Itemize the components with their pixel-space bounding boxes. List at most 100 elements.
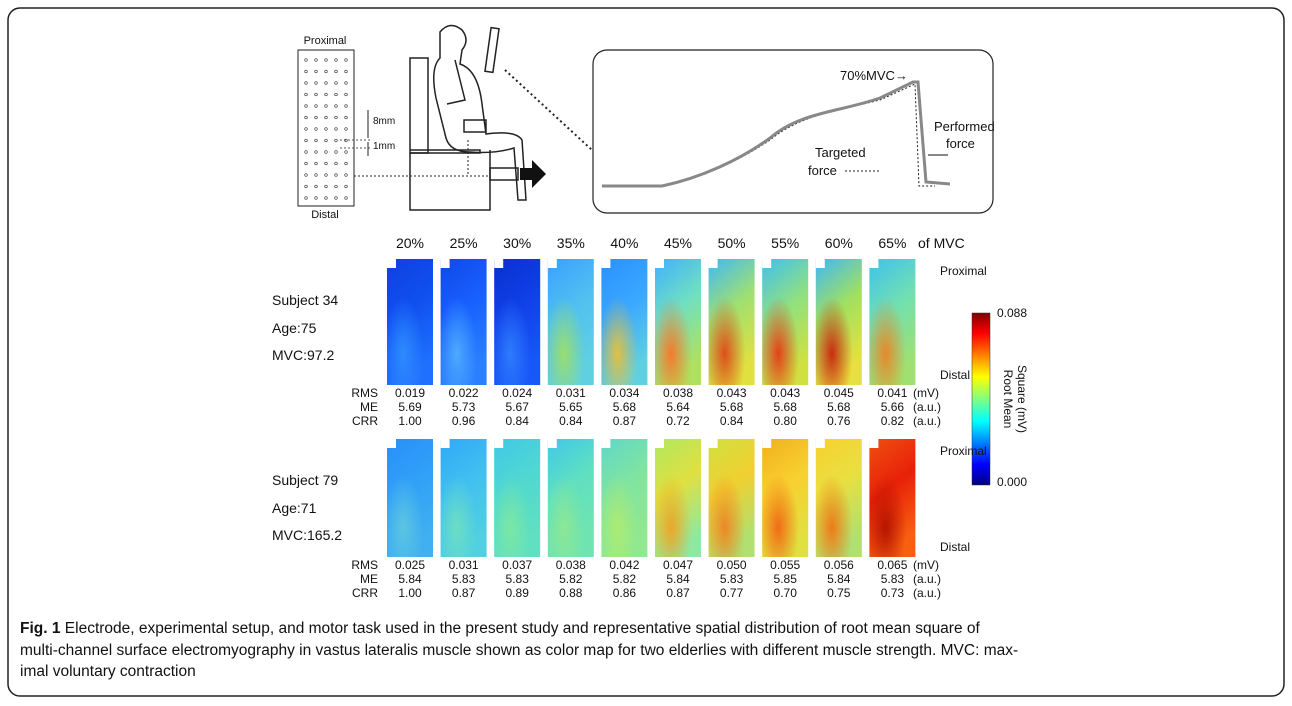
metric-value: 5.83 <box>506 572 530 586</box>
electrode-dot <box>324 138 328 143</box>
heatmap-hotspot <box>869 259 916 385</box>
proximal-label: Proximal <box>940 264 987 278</box>
electrode-dot <box>324 173 328 177</box>
electrode-dot <box>304 138 308 143</box>
electrode-dot <box>344 184 348 189</box>
metric-value: 0.056 <box>824 558 854 572</box>
metric-value: 5.83 <box>452 572 476 586</box>
heatmap-notch <box>655 439 664 448</box>
colorbar <box>971 312 991 486</box>
electrode-dot <box>344 115 348 120</box>
columns-suffix: of MVC <box>918 235 965 251</box>
electrode-dot <box>314 196 318 200</box>
electrode-dot <box>314 92 318 97</box>
heatmap-hotspot <box>708 439 755 557</box>
column-header: 65% <box>878 235 906 251</box>
colorbar-title: Square (mV) <box>1015 365 1029 433</box>
electrode-dot <box>304 81 308 85</box>
metric-value: 5.84 <box>666 572 690 586</box>
electrode-dot <box>314 138 318 143</box>
heatmap-hotspot <box>815 439 862 557</box>
metric-value: 0.80 <box>774 414 798 428</box>
heatmap-hotspot <box>547 439 594 557</box>
metric-value: 5.67 <box>506 400 530 414</box>
metric-unit: (mV) <box>913 386 939 400</box>
electrode-dot <box>334 138 338 143</box>
electrode-dot <box>344 161 348 166</box>
subject-mvc: MVC:97.2 <box>272 347 334 363</box>
electrode-dot <box>344 81 348 85</box>
electrode-dot <box>334 150 338 154</box>
metric-value: 5.73 <box>452 400 476 414</box>
metric-label: RMS <box>351 558 378 572</box>
spacing-label: 8mm <box>373 116 395 127</box>
electrode-dot <box>324 196 328 200</box>
heatmap-hotspot <box>601 259 648 385</box>
subject-age: Age:75 <box>272 320 317 336</box>
metric-value: 0.031 <box>449 558 479 572</box>
metric-unit: (a.u.) <box>913 572 941 586</box>
electrode-dot <box>314 69 318 74</box>
metric-value: 0.72 <box>666 414 690 428</box>
column-header: 60% <box>825 235 853 251</box>
electrode-dot <box>304 115 308 120</box>
subject-name: Subject 79 <box>272 472 338 488</box>
electrode-dot <box>334 196 338 200</box>
electrode-dot <box>314 58 318 62</box>
subject-age: Age:71 <box>272 500 317 516</box>
heatmap-hotspot <box>655 439 701 557</box>
metric-value: 0.88 <box>559 586 583 600</box>
electrode-dot <box>314 150 318 154</box>
metric-value: 0.043 <box>717 386 747 400</box>
metric-unit: (a.u.) <box>913 400 941 414</box>
metric-value: 0.86 <box>613 586 637 600</box>
metric-unit: (a.u.) <box>913 414 941 428</box>
metric-value: 0.065 <box>877 558 907 572</box>
performed-label: force <box>946 136 975 151</box>
metric-value: 0.89 <box>506 586 530 600</box>
heatmap-notch <box>815 439 825 448</box>
metric-value: 0.87 <box>666 586 690 600</box>
electrode-dot <box>334 173 338 177</box>
caption-line: Electrode, experimental setup, and motor… <box>64 620 980 637</box>
setup-illustration <box>409 24 527 211</box>
metric-value: 5.64 <box>666 400 690 414</box>
metric-value: 5.68 <box>720 400 744 414</box>
caption-line: imal voluntary contraction <box>20 663 196 680</box>
metric-value: 0.031 <box>556 386 586 400</box>
heatmap-notch <box>440 259 450 268</box>
electrode-dot <box>324 81 328 85</box>
electrode-dot <box>324 150 328 154</box>
metric-label: CRR <box>352 414 378 428</box>
electrode-dot <box>314 104 318 108</box>
column-header: 40% <box>610 235 638 251</box>
metric-value: 0.024 <box>502 386 532 400</box>
metric-value: 5.68 <box>774 400 798 414</box>
metric-value: 0.87 <box>452 586 476 600</box>
metric-value: 0.042 <box>609 558 639 572</box>
subject-mvc: MVC:165.2 <box>272 527 342 543</box>
metric-unit: (a.u.) <box>913 586 941 600</box>
heatmap-notch <box>494 439 504 448</box>
electrode-dot <box>304 196 308 200</box>
mvc-label: 70%MVC→ <box>840 68 908 83</box>
heatmap-hotspot <box>494 259 541 385</box>
metric-value: 0.045 <box>824 386 854 400</box>
electrode-bottom: Distal <box>311 209 339 221</box>
heatmap-notch <box>601 259 611 268</box>
targeted-label: force <box>808 163 837 178</box>
column-header: 35% <box>557 235 585 251</box>
metric-label: RMS <box>351 386 378 400</box>
heatmap-notch <box>869 259 879 268</box>
metric-value: 0.84 <box>720 414 744 428</box>
electrode-dot <box>344 58 348 62</box>
metric-value: 0.038 <box>663 386 693 400</box>
metric-unit: (mV) <box>913 558 939 572</box>
electrode-dot <box>304 127 308 131</box>
metric-value: 5.69 <box>398 400 422 414</box>
electrode-dot <box>324 104 328 108</box>
metric-value: 0.84 <box>559 414 583 428</box>
electrode-dot <box>314 184 318 189</box>
